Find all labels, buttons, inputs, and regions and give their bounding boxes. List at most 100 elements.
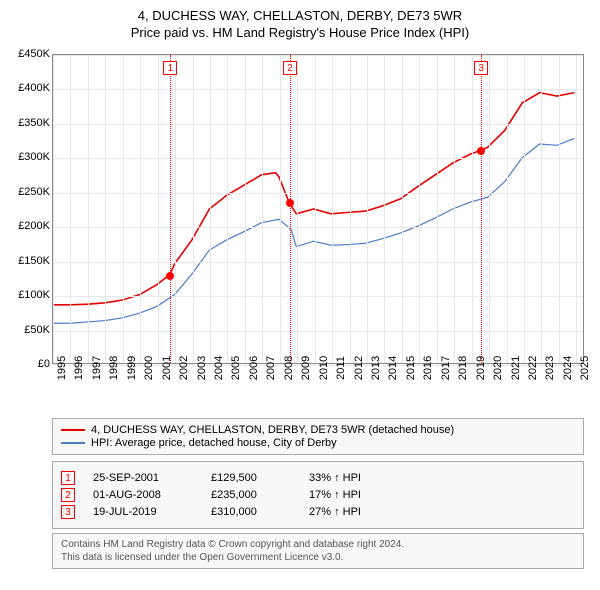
gridline-v bbox=[541, 55, 542, 363]
y-axis-label: £200K bbox=[18, 220, 50, 232]
chart-subtitle: Price paid vs. HM Land Registry's House … bbox=[8, 25, 592, 40]
x-axis-label: 1997 bbox=[91, 356, 103, 380]
sale-marker-box: 1 bbox=[163, 61, 177, 75]
y-axis-label: £50K bbox=[24, 324, 50, 336]
gridline-v bbox=[105, 55, 106, 363]
chart: 123 £0£50K£100K£150K£200K£250K£300K£350K… bbox=[8, 46, 592, 416]
y-axis-label: £400K bbox=[18, 82, 50, 94]
gridline-v bbox=[524, 55, 525, 363]
gridline-h bbox=[53, 55, 583, 56]
gridline-v bbox=[210, 55, 211, 363]
gridline-v bbox=[559, 55, 560, 363]
y-axis-label: £150K bbox=[18, 255, 50, 267]
gridline-v bbox=[70, 55, 71, 363]
gridline-h bbox=[53, 193, 583, 194]
sale-row-date: 25-SEP-2001 bbox=[93, 472, 193, 484]
x-axis-label: 2020 bbox=[492, 356, 504, 380]
y-axis-label: £300K bbox=[18, 151, 50, 163]
sale-row: 1 25-SEP-2001 £129,500 33% ↑ HPI bbox=[61, 471, 575, 485]
x-axis-label: 1998 bbox=[108, 356, 120, 380]
y-axis-label: £250K bbox=[18, 186, 50, 198]
sale-marker-line bbox=[170, 55, 171, 363]
legend-swatch bbox=[61, 442, 85, 444]
gridline-h bbox=[53, 262, 583, 263]
sale-row-date: 01-AUG-2008 bbox=[93, 489, 193, 501]
legend-item: 4, DUCHESS WAY, CHELLASTON, DERBY, DE73 … bbox=[61, 424, 575, 436]
x-axis-label: 2014 bbox=[387, 356, 399, 380]
gridline-v bbox=[419, 55, 420, 363]
x-axis-label: 2017 bbox=[440, 356, 452, 380]
x-axis-label: 2012 bbox=[353, 356, 365, 380]
gridline-v bbox=[297, 55, 298, 363]
sale-row-marker: 3 bbox=[61, 505, 75, 519]
sale-row-marker: 2 bbox=[61, 488, 75, 502]
gridline-v bbox=[315, 55, 316, 363]
legend-swatch bbox=[61, 429, 85, 431]
gridline-v bbox=[140, 55, 141, 363]
gridline-v bbox=[367, 55, 368, 363]
attribution-line2: This data is licensed under the Open Gov… bbox=[61, 551, 575, 564]
chart-lines bbox=[53, 55, 583, 363]
gridline-h bbox=[53, 89, 583, 90]
x-axis-label: 2011 bbox=[335, 356, 347, 380]
x-axis-label: 2023 bbox=[544, 356, 556, 380]
gridline-v bbox=[489, 55, 490, 363]
x-axis-label: 2009 bbox=[300, 356, 312, 380]
sale-row-delta: 17% ↑ HPI bbox=[309, 489, 409, 501]
x-axis-label: 2019 bbox=[475, 356, 487, 380]
gridline-h bbox=[53, 158, 583, 159]
x-axis-label: 2022 bbox=[527, 356, 539, 380]
attribution-line1: Contains HM Land Registry data © Crown c… bbox=[61, 538, 575, 551]
gridline-v bbox=[472, 55, 473, 363]
sale-row-marker: 1 bbox=[61, 471, 75, 485]
legend-label: 4, DUCHESS WAY, CHELLASTON, DERBY, DE73 … bbox=[91, 424, 454, 436]
x-axis-label: 2008 bbox=[283, 356, 295, 380]
gridline-h bbox=[53, 331, 583, 332]
x-axis-label: 2001 bbox=[161, 356, 173, 380]
gridline-v bbox=[280, 55, 281, 363]
x-axis-label: 1999 bbox=[126, 356, 138, 380]
y-axis-label: £350K bbox=[18, 117, 50, 129]
x-axis-label: 2018 bbox=[457, 356, 469, 380]
legend-label: HPI: Average price, detached house, City… bbox=[91, 437, 337, 449]
sale-marker-dot bbox=[477, 147, 485, 155]
x-axis-label: 2003 bbox=[196, 356, 208, 380]
sale-row-delta: 33% ↑ HPI bbox=[309, 472, 409, 484]
plot-area: 123 bbox=[52, 54, 584, 364]
x-axis-label: 2025 bbox=[579, 356, 591, 380]
x-axis-label: 2010 bbox=[318, 356, 330, 380]
sale-row: 2 01-AUG-2008 £235,000 17% ↑ HPI bbox=[61, 488, 575, 502]
sale-row-price: £310,000 bbox=[211, 506, 291, 518]
sale-row-price: £235,000 bbox=[211, 489, 291, 501]
gridline-v bbox=[158, 55, 159, 363]
gridline-v bbox=[507, 55, 508, 363]
gridline-v bbox=[227, 55, 228, 363]
gridline-v bbox=[245, 55, 246, 363]
gridline-v bbox=[332, 55, 333, 363]
y-axis-label: £100K bbox=[18, 289, 50, 301]
sale-row-date: 19-JUL-2019 bbox=[93, 506, 193, 518]
gridline-v bbox=[350, 55, 351, 363]
x-axis-label: 2015 bbox=[405, 356, 417, 380]
gridline-v bbox=[53, 55, 54, 363]
gridline-v bbox=[123, 55, 124, 363]
sale-marker-dot bbox=[166, 272, 174, 280]
y-axis-label: £0 bbox=[38, 358, 50, 370]
sale-marker-box: 2 bbox=[283, 61, 297, 75]
sale-marker-dot bbox=[286, 199, 294, 207]
chart-title-block: 4, DUCHESS WAY, CHELLASTON, DERBY, DE73 … bbox=[8, 8, 592, 40]
gridline-h bbox=[53, 296, 583, 297]
gridline-v bbox=[402, 55, 403, 363]
x-axis-label: 2000 bbox=[143, 356, 155, 380]
attribution: Contains HM Land Registry data © Crown c… bbox=[52, 533, 584, 569]
x-axis-label: 2004 bbox=[213, 356, 225, 380]
x-axis-label: 1996 bbox=[73, 356, 85, 380]
gridline-v bbox=[193, 55, 194, 363]
sale-row-delta: 27% ↑ HPI bbox=[309, 506, 409, 518]
gridline-v bbox=[576, 55, 577, 363]
x-axis-label: 2024 bbox=[562, 356, 574, 380]
sale-row: 3 19-JUL-2019 £310,000 27% ↑ HPI bbox=[61, 505, 575, 519]
legend: 4, DUCHESS WAY, CHELLASTON, DERBY, DE73 … bbox=[52, 418, 584, 455]
x-axis-label: 1995 bbox=[56, 356, 68, 380]
sale-row-price: £129,500 bbox=[211, 472, 291, 484]
